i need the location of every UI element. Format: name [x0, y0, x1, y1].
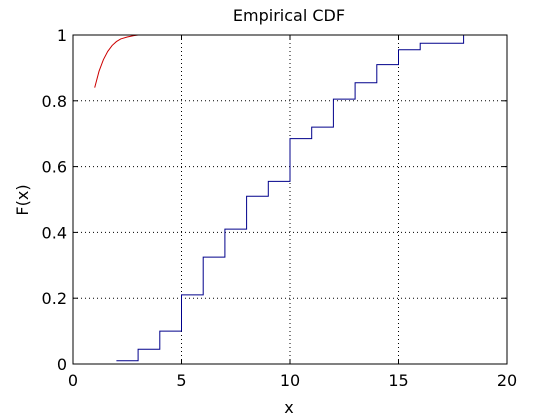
series-group	[94, 34, 465, 362]
x-tick-label: 15	[388, 371, 408, 390]
chart-title: Empirical CDF	[233, 6, 345, 25]
y-tick-label: 0.6	[42, 158, 67, 177]
y-tick-label: 0	[57, 355, 67, 374]
y-axis-label: F(x)	[13, 184, 32, 215]
ecdf-stairs-series	[116, 35, 465, 362]
axis-ticks: 0 5 10 15 20 0 0.2 0.4 0.6 0.8 1	[42, 26, 518, 390]
y-tick-label: 1	[57, 26, 67, 45]
x-tick-label: 5	[176, 371, 186, 390]
grid-lines	[73, 35, 507, 364]
x-tick-label: 20	[497, 371, 517, 390]
x-tick-label: 0	[68, 371, 78, 390]
y-tick-label: 0.2	[42, 289, 67, 308]
cdf-curve-series	[94, 34, 139, 88]
y-tick-label: 0.8	[42, 92, 67, 111]
x-axis-label: x	[284, 398, 293, 417]
y-tick-label: 0.4	[42, 223, 67, 242]
x-tick-label: 10	[280, 371, 300, 390]
